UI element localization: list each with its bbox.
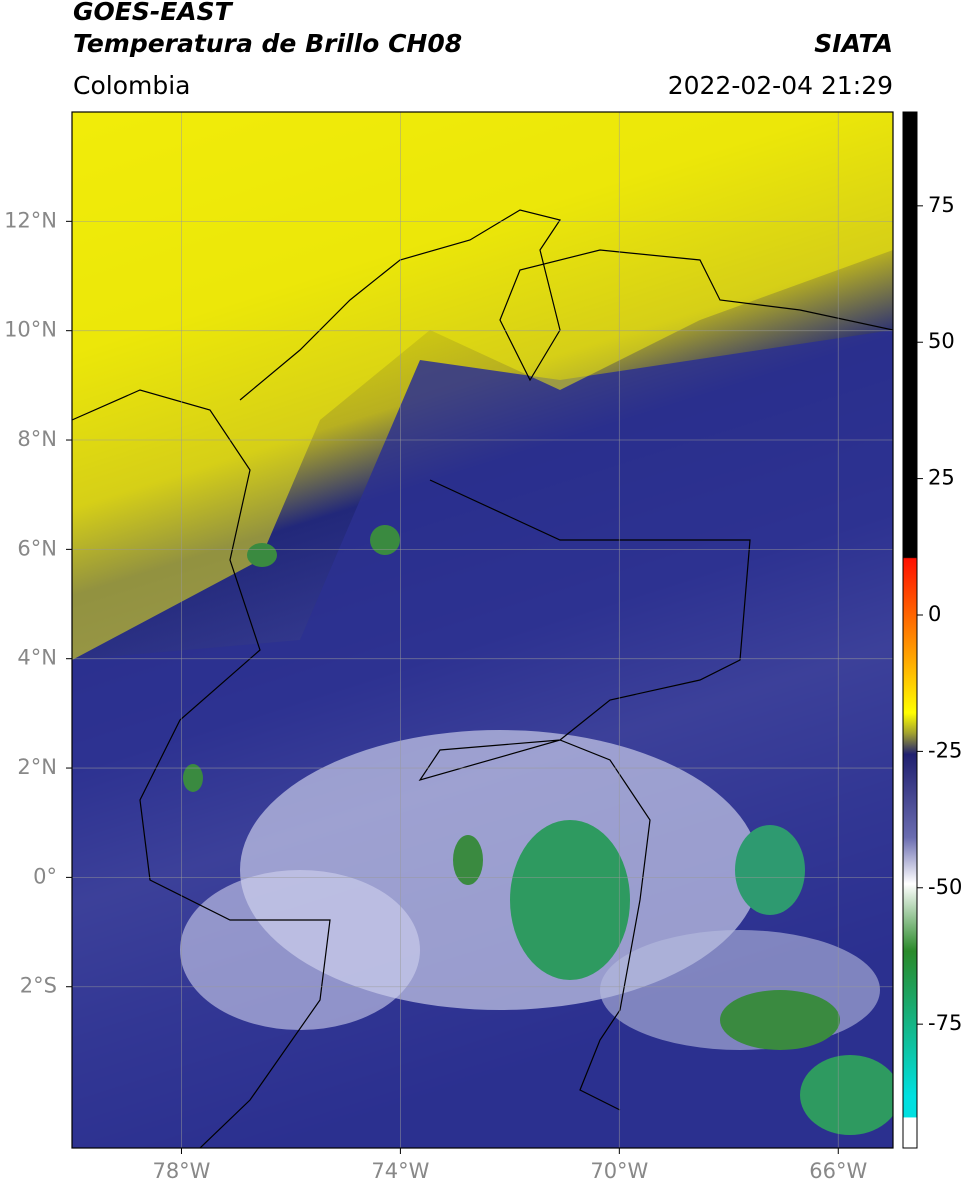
subtitle: Temperatura de Brillo CH08: [73, 29, 462, 58]
title: GOES-EAST: [73, 0, 234, 26]
colorbar-tick-label: 75: [928, 193, 955, 217]
lon-tick-label: 70°W: [590, 1159, 648, 1183]
colorbar-tick-label: -25: [928, 738, 962, 762]
cold-top: [453, 835, 483, 885]
lat-tick-label: 12°N: [4, 208, 57, 232]
map-frame: [71, 111, 894, 1149]
lat-tick-label: 0°: [33, 864, 57, 888]
cold-top: [510, 820, 630, 980]
colorbar-tick-label: 25: [928, 466, 955, 490]
cold-top: [370, 525, 400, 555]
colorbar: [902, 111, 918, 1149]
cold-top: [735, 825, 805, 915]
colorbar-tick-label: -75: [928, 1011, 962, 1035]
dry-area: [72, 112, 893, 660]
colorbar-tick-label: -50: [928, 875, 962, 899]
lat-tick-label: 6°N: [17, 536, 57, 560]
lat-tick-label: 2°N: [17, 755, 57, 779]
cold-top: [183, 764, 203, 792]
lon-tick-label: 78°W: [152, 1159, 210, 1183]
graticule: [72, 112, 893, 1148]
cold-top: [247, 543, 277, 567]
datetime: 2022-02-04 21:29: [668, 71, 893, 100]
cold-top: [800, 1055, 893, 1135]
lon-tick-label: 66°W: [809, 1159, 867, 1183]
region: Colombia: [73, 71, 190, 100]
lat-tick-label: 2°S: [20, 974, 57, 998]
cold-top: [720, 990, 840, 1050]
cloud-area: [180, 870, 420, 1030]
colorbar-tick-label: 0: [928, 602, 941, 626]
lat-tick-label: 8°N: [17, 427, 57, 451]
satellite-image: [72, 112, 893, 1148]
lat-tick-label: 10°N: [4, 318, 57, 342]
source: SIATA: [814, 29, 893, 58]
lon-tick-label: 74°W: [371, 1159, 429, 1183]
lat-tick-label: 4°N: [17, 646, 57, 670]
colorbar-tick-label: 50: [928, 329, 955, 353]
